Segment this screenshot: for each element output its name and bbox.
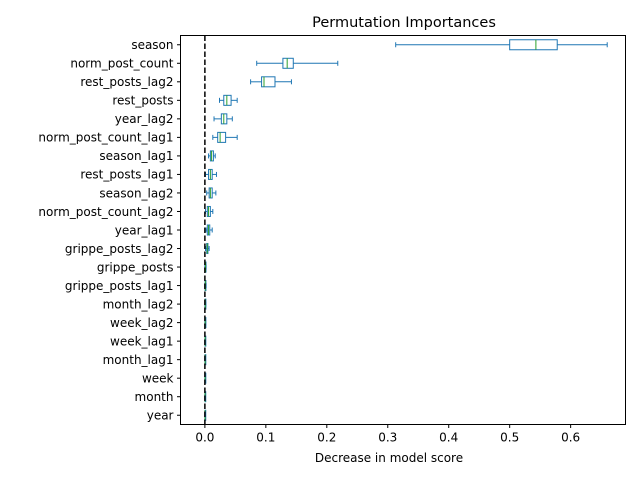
y-tick-label: month — [135, 390, 174, 404]
y-tick-label: norm_post_count — [70, 57, 173, 71]
y-tick-label: season_lag2 — [99, 186, 173, 200]
box-norm_post_count_lag1 — [217, 131, 227, 143]
plot-frame — [180, 35, 626, 425]
x-tick-label: 0.2 — [317, 431, 336, 445]
x-tick-label: 0.5 — [500, 431, 519, 445]
chart-title: Permutation Importances — [312, 15, 496, 31]
box-rest_posts — [223, 94, 232, 106]
y-tick-label: season — [131, 38, 173, 52]
plot-area: season norm_post_count rest_posts_lag2rest… — [38, 35, 608, 445]
box-season — [509, 39, 558, 51]
y-tick-label: rest_posts_lag2 — [80, 75, 173, 89]
y-tick-label: week_lag1 — [110, 334, 173, 348]
y-tick-label: rest_posts_lag1 — [80, 168, 173, 182]
y-tick-label: year_lag1 — [115, 223, 174, 237]
x-tick-label: 0.4 — [439, 431, 458, 445]
box-rest_posts_lag2 — [261, 76, 276, 88]
y-tick-label: norm_post_count_lag1 — [38, 131, 173, 145]
x-tick-label: 0.6 — [561, 431, 580, 445]
y-tick-label: year_lag2 — [115, 112, 174, 126]
y-tick-label: grippe_posts_lag2 — [65, 242, 174, 256]
y-tick-label: month_lag2 — [103, 297, 174, 311]
x-tick-label: 0.1 — [256, 431, 275, 445]
box-norm_post_count — [282, 57, 294, 69]
x-axis-label: Decrease in model score — [315, 451, 463, 465]
y-tick-label: rest_posts — [112, 94, 173, 108]
x-tick-label: 0.0 — [195, 431, 214, 445]
y-tick-label: year — [147, 409, 174, 423]
x-tick-label: 0.3 — [378, 431, 397, 445]
y-tick-label: week_lag2 — [110, 316, 173, 330]
y-tick-label: norm_post_count_lag2 — [38, 205, 173, 219]
y-tick-label: month_lag1 — [103, 353, 174, 367]
y-tick-label: season_lag1 — [99, 149, 173, 163]
y-tick-label: grippe_posts — [97, 260, 174, 274]
y-tick-label: grippe_posts_lag1 — [65, 279, 174, 293]
y-tick-label: week — [142, 371, 174, 385]
